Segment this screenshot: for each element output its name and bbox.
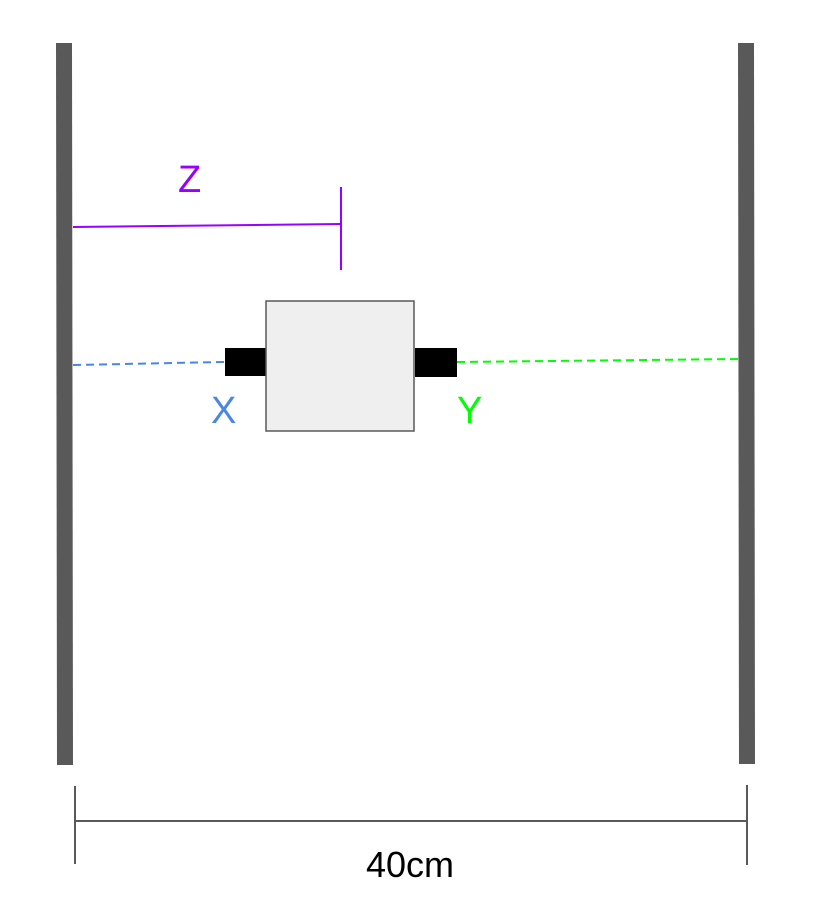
x-label: X xyxy=(211,390,236,432)
robot-body xyxy=(265,300,415,432)
z-distance-line xyxy=(72,223,342,228)
y-label: Y xyxy=(457,390,482,432)
width-label: 40cm xyxy=(366,844,454,885)
z-label: Z xyxy=(178,159,201,201)
x-distance-line xyxy=(72,361,225,366)
right-sensor xyxy=(415,348,457,377)
left-wall xyxy=(56,42,73,766)
y-distance-line xyxy=(456,358,740,363)
left-sensor xyxy=(225,348,266,376)
right-wall xyxy=(738,42,755,765)
